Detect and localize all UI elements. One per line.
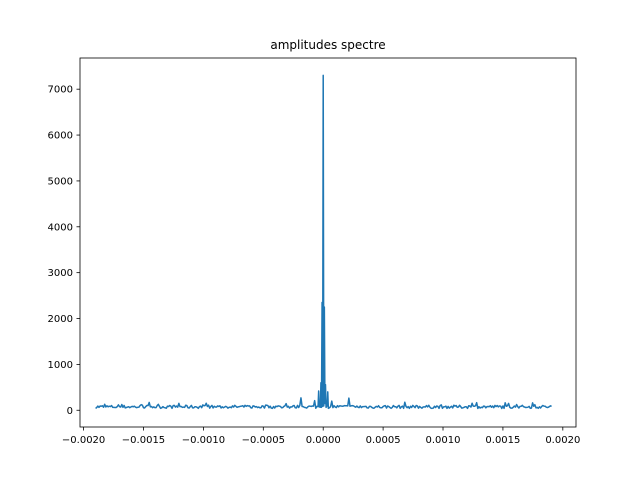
series-line-0: [95, 74, 552, 410]
x-tick-label: −0.0015: [122, 435, 165, 446]
axes-frame: [79, 57, 577, 428]
y-tick-label: 4000: [48, 222, 73, 233]
y-tick-label: 0: [67, 406, 73, 417]
y-tick-label: 3000: [48, 268, 73, 279]
y-axis: 0 1000 2000 3000 4000 5000 6000 7000: [48, 85, 80, 417]
y-tick-label: 2000: [48, 314, 73, 325]
x-axis: −0.0020 −0.0015 −0.0010 −0.0005 0.0000 0.0005…: [62, 427, 580, 446]
x-tick-label: −0.0010: [182, 435, 225, 446]
x-tick-label: 0.0000: [306, 435, 341, 446]
x-tick-label: 0.0020: [545, 435, 580, 446]
y-tick-label: 6000: [48, 131, 73, 142]
x-tick-label: 0.0015: [485, 435, 520, 446]
x-tick-label: −0.0020: [62, 435, 105, 446]
y-tick-label: 7000: [48, 85, 73, 96]
chart-title: amplitudes spectre: [270, 38, 385, 52]
x-tick-label: 0.0010: [426, 435, 461, 446]
plot-area: [95, 74, 552, 410]
y-tick-label: 5000: [48, 176, 73, 187]
y-tick-label: 1000: [48, 360, 73, 371]
x-tick-label: 0.0005: [366, 435, 401, 446]
x-tick-label: −0.0005: [242, 435, 285, 446]
